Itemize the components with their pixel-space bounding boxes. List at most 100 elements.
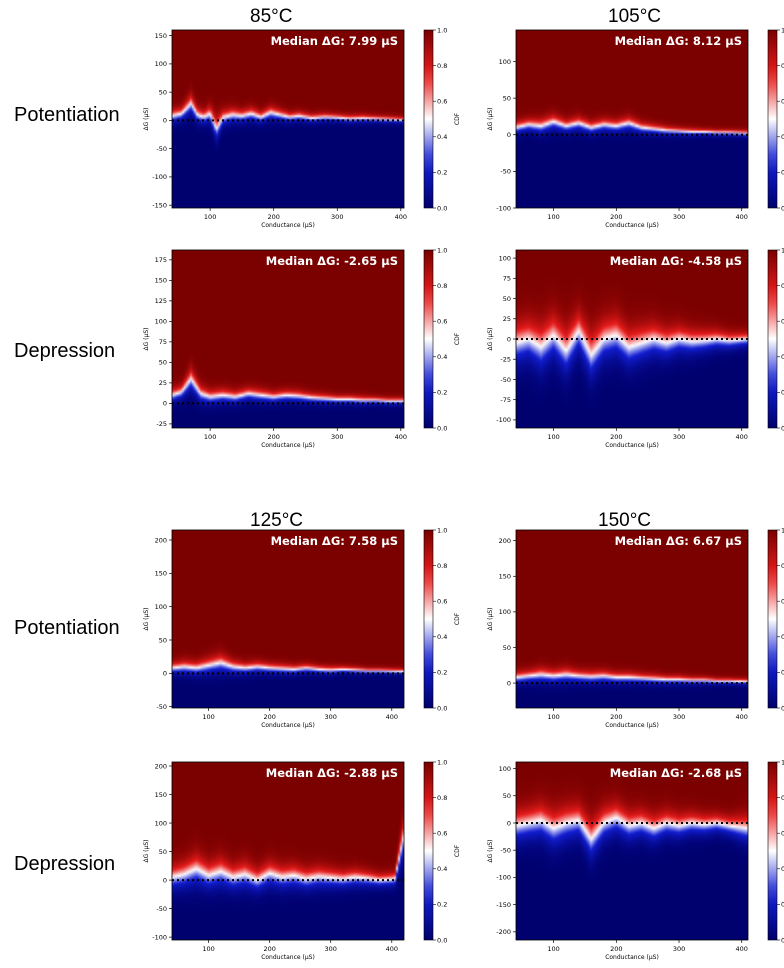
- cdf-field: [172, 762, 404, 940]
- x-tick-label: 300: [325, 713, 337, 721]
- y-tick-label: 50: [159, 848, 167, 856]
- x-tick-label: 400: [736, 433, 748, 441]
- y-axis-label: ΔG (μS): [143, 108, 150, 131]
- heatmap-125c-depression: Median ΔG: -2.88 μS 100 200 300 400 Conductan…: [143, 758, 461, 961]
- y-tick-label: -150: [152, 201, 167, 209]
- median-label: Median ΔG: -2.65 μS: [266, 254, 398, 268]
- colorbar-tick-label: 0.6: [437, 318, 447, 326]
- colorbar-tick-label: 0.8: [781, 794, 784, 802]
- colorbar-label: CDF: [454, 332, 461, 345]
- colorbar-tick-label: 0.4: [437, 633, 447, 641]
- cdf-field: [516, 30, 748, 208]
- colorbar-tick-label: 0.4: [781, 633, 784, 641]
- y-tick-label: 0: [507, 819, 511, 827]
- title-85c: 85°C: [250, 6, 293, 27]
- colorbar-tick-label: 0.0: [437, 204, 447, 212]
- y-tick-label: -50: [156, 905, 167, 913]
- y-tick-label: 150: [155, 791, 167, 799]
- x-axis-label: Conductance (μS): [605, 222, 659, 229]
- title-105c: 105°C: [608, 6, 662, 27]
- y-axis-label: ΔG (μS): [487, 108, 494, 131]
- y-tick-label: 0: [507, 335, 511, 343]
- y-tick-label: 0: [163, 400, 167, 408]
- x-tick-label: 100: [547, 945, 559, 953]
- heatmap-150c-depression: Median ΔG: -2.68 μS 100 200 300 400 Conductan…: [487, 758, 784, 961]
- y-tick-label: 200: [499, 537, 511, 545]
- colorbar-tick-label: 0.4: [781, 133, 784, 141]
- y-tick-label: 150: [155, 32, 167, 40]
- cdf-field: [172, 250, 404, 428]
- y-tick-label: 25: [159, 379, 167, 387]
- y-tick-label: 50: [503, 792, 511, 800]
- x-tick-label: 400: [736, 945, 748, 953]
- y-tick-label: 50: [503, 295, 511, 303]
- y-tick-label: -50: [500, 376, 511, 384]
- cdf-field: [516, 762, 748, 940]
- colorbar-tick-label: 0.6: [437, 830, 447, 838]
- colorbar-tick-label: 0.6: [781, 98, 784, 106]
- x-axis-label: Conductance (μS): [261, 722, 315, 729]
- colorbar: [423, 529, 434, 709]
- colorbar-tick-label: 1.0: [437, 526, 447, 534]
- colorbar-tick-label: 0.0: [781, 424, 784, 432]
- x-tick-label: 400: [395, 433, 407, 441]
- colorbar: [767, 249, 778, 429]
- x-tick-label: 300: [673, 945, 685, 953]
- x-tick-label: 200: [610, 713, 622, 721]
- y-tick-label: -200: [496, 928, 511, 936]
- y-tick-label: 0: [163, 876, 167, 884]
- y-tick-label: 0: [163, 670, 167, 678]
- heatmap-105c-potentiation: Median ΔG: 8.12 μS 100 200 300 400 Conductanc…: [487, 26, 784, 229]
- y-tick-label: 100: [155, 60, 167, 68]
- colorbar: [423, 249, 434, 429]
- plot-frame: [171, 249, 405, 429]
- y-axis-label: ΔG (μS): [487, 840, 494, 863]
- x-tick-label: 300: [673, 213, 685, 221]
- heatmap-85c-potentiation: Median ΔG: 7.99 μS 100 200 300 400 Conductanc…: [143, 26, 461, 229]
- plot-frame: [515, 761, 749, 941]
- y-tick-label: 50: [159, 636, 167, 644]
- x-tick-label: 200: [610, 433, 622, 441]
- x-tick-label: 200: [263, 713, 275, 721]
- plot-frame: [515, 29, 749, 209]
- x-tick-label: 400: [386, 945, 398, 953]
- x-tick-label: 300: [331, 433, 343, 441]
- colorbar-tick-label: 0.2: [781, 169, 784, 177]
- x-tick-label: 100: [547, 213, 559, 221]
- median-label: Median ΔG: -4.58 μS: [610, 254, 742, 268]
- y-tick-label: 150: [155, 570, 167, 578]
- colorbar-tick-label: 0.8: [437, 794, 447, 802]
- colorbar-tick-label: 0.8: [437, 62, 447, 70]
- x-tick-label: 300: [331, 213, 343, 221]
- colorbar: [767, 29, 778, 209]
- plot-frame: [171, 529, 405, 709]
- title-150c: 150°C: [598, 510, 652, 531]
- y-tick-label: -50: [500, 846, 511, 854]
- colorbar-tick-label: 0.2: [437, 901, 447, 909]
- colorbar-label: CDF: [454, 612, 461, 625]
- colorbar-tick-label: 0.2: [437, 169, 447, 177]
- colorbar-tick-label: 0.4: [437, 353, 447, 361]
- plot-frame: [171, 761, 405, 941]
- colorbar-tick-label: 1.0: [781, 526, 784, 534]
- colorbar-tick-label: 0.6: [437, 98, 447, 106]
- heatmap-125c-potentiation: Median ΔG: 7.58 μS 100 200 300 400 Conductanc…: [143, 526, 461, 729]
- colorbar-tick-label: 0.2: [781, 669, 784, 677]
- colorbar-tick-label: 1.0: [437, 758, 447, 766]
- x-tick-label: 100: [202, 713, 214, 721]
- median-label: Median ΔG: -2.88 μS: [266, 766, 398, 780]
- y-tick-label: -50: [500, 168, 511, 176]
- y-tick-label: 175: [155, 256, 167, 264]
- x-tick-label: 400: [736, 713, 748, 721]
- y-tick-label: 0: [163, 117, 167, 125]
- colorbar-tick-label: 0.8: [781, 62, 784, 70]
- x-axis-label: Conductance (μS): [261, 442, 315, 449]
- colorbar-tick-label: 0.8: [437, 282, 447, 290]
- x-tick-label: 100: [547, 713, 559, 721]
- x-axis-label: Conductance (μS): [605, 954, 659, 961]
- x-tick-label: 300: [673, 713, 685, 721]
- x-axis-label: Conductance (μS): [261, 954, 315, 961]
- y-tick-label: 200: [155, 762, 167, 770]
- y-axis-label: ΔG (μS): [143, 328, 150, 351]
- colorbar-tick-label: 1.0: [781, 758, 784, 766]
